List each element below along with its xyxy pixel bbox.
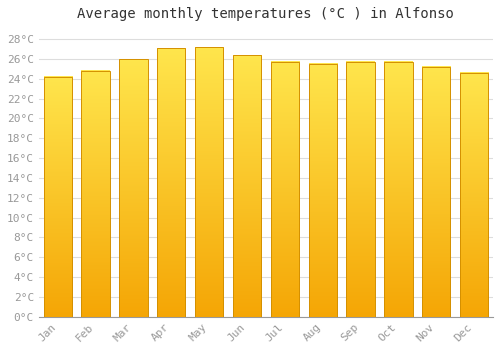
Bar xyxy=(157,48,186,317)
Bar xyxy=(270,62,299,317)
Bar xyxy=(384,62,412,317)
Bar xyxy=(44,77,72,317)
Title: Average monthly temperatures (°C ) in Alfonso: Average monthly temperatures (°C ) in Al… xyxy=(78,7,454,21)
Bar xyxy=(233,55,261,317)
Bar xyxy=(308,64,337,317)
Bar xyxy=(422,67,450,317)
Bar xyxy=(119,59,148,317)
Bar xyxy=(346,62,375,317)
Bar xyxy=(82,71,110,317)
Bar xyxy=(460,73,488,317)
Bar xyxy=(195,47,224,317)
